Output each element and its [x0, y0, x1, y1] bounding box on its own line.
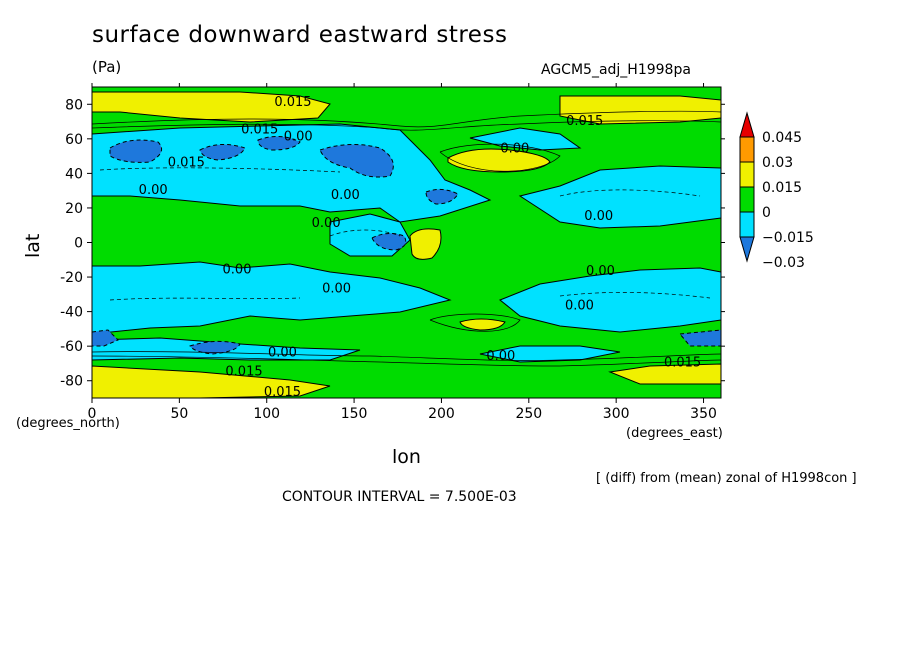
contour-line [92, 351, 721, 361]
x-tick-label: 0 [88, 406, 97, 422]
colorbar-swatch [739, 186, 755, 213]
y-tick-label: -20 [60, 270, 83, 286]
y-axis-label: lat [22, 233, 44, 258]
y-tick-label: 60 [65, 132, 83, 148]
colorbar-swatch [739, 161, 755, 188]
contour-label: 0.00 [268, 345, 297, 360]
field-region-strong-negative-9 [679, 329, 721, 347]
y-tick-label: -80 [60, 374, 83, 390]
contour-label: 0.00 [586, 264, 615, 279]
x-tick-label: 200 [428, 406, 455, 422]
x-axis-label: lon [392, 446, 421, 468]
contour-label: 0.015 [264, 385, 301, 400]
colorbar-label: 0 [762, 205, 771, 221]
contour-line-dashed [99, 167, 341, 173]
contour-interval: CONTOUR INTERVAL = 7.500E-03 [282, 489, 517, 505]
y-tick-label: -40 [60, 305, 83, 321]
experiment-label: AGCM5_adj_H1998pa [541, 62, 691, 78]
x-tick-label: 350 [690, 406, 717, 422]
colorbar: 0.045 0.03 0.015 0 −0.015 −0.03 [739, 111, 814, 271]
y-axis: -80 -60 -40 -20 0 20 40 60 80 [60, 97, 725, 390]
contour-label: 0.00 [284, 129, 313, 144]
x-axis-units: (degrees_east) [626, 426, 723, 441]
x-tick-label: 150 [341, 406, 368, 422]
contour-label: 0.00 [500, 141, 529, 156]
field-region-negative-north-east [518, 165, 721, 229]
contour-line-dashed [109, 297, 301, 301]
stress-field [92, 91, 721, 398]
field-region-negative-north [92, 123, 492, 223]
field-region-positive-pacific [447, 148, 551, 173]
field-region-strong-negative-6 [371, 232, 407, 251]
contour-label: 0.015 [225, 364, 262, 379]
field-region-positive-equator [409, 228, 442, 260]
contour-label: 0.015 [168, 155, 205, 170]
contour-label: 0.015 [566, 114, 603, 129]
contour-line-dashed [559, 189, 701, 197]
field-region-strong-negative-8 [189, 340, 241, 355]
contour-label: 0.00 [565, 299, 594, 314]
x-tick-label: 50 [170, 406, 188, 422]
y-tick-label: 40 [65, 166, 83, 182]
contour-label: 0.015 [274, 95, 311, 110]
contour-line-dashed [329, 229, 401, 237]
field-region-positive-south-east [608, 363, 721, 385]
field-region-strong-negative-4 [319, 144, 394, 178]
contour-line [92, 355, 721, 367]
contour-label: 0.00 [486, 349, 515, 364]
contour-label: 0.00 [331, 188, 360, 203]
chart-title: surface downward eastward stress [92, 22, 508, 48]
field-region-strong-negative-3 [257, 136, 301, 151]
y-tick-label: 0 [74, 236, 83, 252]
contour-label: 0.015 [664, 356, 701, 371]
contour-line [429, 313, 521, 332]
colorbar-bottom-arrow [739, 236, 755, 263]
contour-label: 0.00 [322, 281, 351, 296]
contour-label: 0.00 [139, 183, 168, 198]
contour-line [439, 143, 561, 172]
field-region-negative-south-east [499, 267, 721, 333]
colorbar-label: 0.045 [762, 130, 802, 146]
contour-label: 0.015 [241, 122, 278, 137]
x-tick-label: 300 [603, 406, 630, 422]
field-region-positive-north [92, 91, 331, 123]
field-region-positive-north-east [559, 95, 721, 125]
contour-label: 0.00 [584, 209, 613, 224]
colorbar-swatch [739, 136, 755, 163]
field-region-strong-negative-7 [92, 329, 119, 347]
y-tick-label: 80 [65, 97, 83, 113]
contour-line-dashed [559, 292, 711, 299]
contour-line [92, 120, 721, 131]
x-tick-label: 100 [253, 406, 280, 422]
field-region-positive-south-tip [459, 318, 506, 331]
field-region-negative-south [92, 261, 452, 335]
contour-line [92, 110, 721, 128]
contour-label: 0.00 [223, 262, 252, 277]
field-region-strong-negative-5 [425, 188, 459, 205]
field-region-negative-south-pacific [479, 345, 621, 363]
difference-note: [ (diff) from (mean) zonal of H1998con ] [596, 471, 857, 486]
contour-label: 0.00 [312, 216, 341, 231]
x-tick-label: 250 [515, 406, 542, 422]
y-tick-label: -60 [60, 339, 83, 355]
field-region-strong-negative-1 [109, 139, 163, 163]
colorbar-label: 0.03 [762, 155, 793, 171]
colorbar-label: −0.03 [762, 255, 805, 271]
colorbar-top-arrow [739, 111, 755, 138]
colorbar-swatch [739, 211, 755, 238]
x-axis: 0 50 100 150 200 250 300 350 [88, 83, 717, 422]
colorbar-label: −0.015 [762, 230, 814, 246]
colorbar-label: 0.015 [762, 180, 802, 196]
negative-contour-lines [99, 167, 711, 301]
field-region-strong-negative-2 [199, 144, 246, 161]
y-axis-units: (degrees_north) [16, 416, 120, 431]
field-region-positive-south [92, 365, 331, 398]
contour-lines [92, 110, 721, 367]
y-tick-label: 20 [65, 201, 83, 217]
chart-units: (Pa) [92, 58, 122, 76]
